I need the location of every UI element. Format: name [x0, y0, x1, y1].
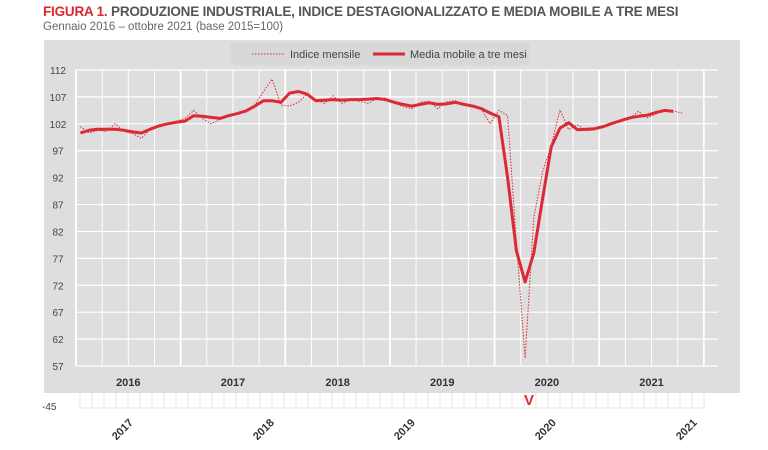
y-tick-label: 92: [52, 174, 64, 185]
rotated-year-label: 2017: [110, 417, 136, 443]
secondary-axis-label: -45: [42, 402, 57, 413]
y-tick-label: 62: [52, 335, 64, 346]
x-axis: 2016 2017 2018 2019 2020 2021: [116, 377, 664, 389]
y-tick-label: 82: [52, 227, 64, 238]
x-year-label: 2021: [639, 377, 663, 389]
secondary-axis: -45 V 2017 2018 2019 2020 2021: [42, 392, 705, 443]
y-tick-label: 102: [50, 120, 67, 131]
grid: [75, 69, 718, 367]
rotated-year-label: 2021: [674, 417, 700, 443]
y-tick-label: 67: [52, 308, 64, 319]
series-line-moving-average: [79, 90, 674, 284]
legend-label-moving-avg: Media mobile a tre mesi: [410, 49, 527, 61]
rotated-year-label: 2019: [392, 417, 418, 443]
x-year-label: 2018: [325, 377, 349, 389]
x-year-label: 2017: [221, 377, 245, 389]
legend: Indice mensile Media mobile a tre mesi: [230, 43, 530, 65]
secondary-axis-marker: V: [524, 392, 534, 409]
y-tick-label: 112: [50, 66, 66, 77]
series: [79, 78, 683, 358]
title-text: PRODUZIONE INDUSTRIALE, INDICE DESTAGION…: [111, 4, 679, 19]
y-tick-label: 107: [50, 93, 67, 104]
y-tick-label: 87: [52, 201, 64, 212]
y-tick-label: 72: [52, 281, 64, 292]
legend-label-monthly: Indice mensile: [290, 49, 360, 61]
figure-subtitle: Gennaio 2016 – ottobre 2021 (base 2015=1…: [43, 21, 284, 33]
y-tick-label: 77: [52, 254, 64, 265]
y-tick-label: 97: [52, 147, 64, 158]
x-year-label: 2020: [535, 377, 559, 389]
y-tick-label: 57: [52, 362, 64, 373]
rotated-year-label: 2018: [251, 417, 277, 443]
x-year-label: 2016: [116, 377, 140, 389]
rotated-year-label: 2020: [533, 417, 559, 443]
chart-background: [44, 40, 740, 393]
figure-title: FIGURA 1. PRODUZIONE INDUSTRIALE, INDICE…: [43, 4, 678, 19]
x-year-label: 2019: [430, 377, 454, 389]
y-axis: 112 107 102 97 92 87 82 77 72 67 62 57: [50, 66, 67, 373]
figure-label: FIGURA 1.: [43, 4, 108, 19]
